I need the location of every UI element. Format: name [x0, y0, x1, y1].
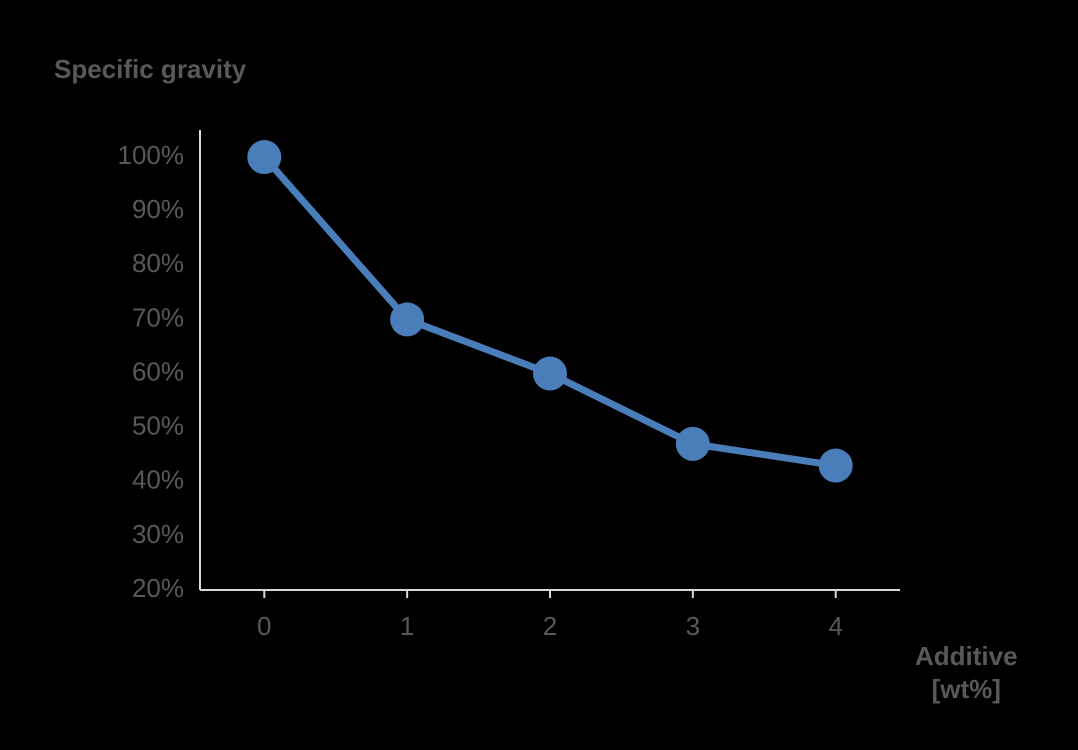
y-tick-label: 30%	[132, 519, 184, 549]
y-tick-label: 60%	[132, 356, 184, 386]
y-axis-title: Specific gravity	[54, 54, 246, 85]
y-tick-label: 90%	[132, 194, 184, 224]
x-tick-label: 1	[400, 611, 414, 641]
x-tick-label: 0	[257, 611, 271, 641]
y-tick-label: 40%	[132, 465, 184, 495]
x-tick-label: 3	[686, 611, 700, 641]
data-point-marker	[247, 140, 281, 174]
y-tick-label: 100%	[118, 140, 185, 170]
series-line	[264, 157, 835, 465]
data-point-marker	[533, 357, 567, 391]
y-tick-label: 80%	[132, 248, 184, 278]
data-point-marker	[390, 302, 424, 336]
y-tick-label: 20%	[132, 573, 184, 603]
x-axis-title: Additive [wt%]	[915, 640, 1018, 705]
x-tick-label: 2	[543, 611, 557, 641]
x-tick-label: 4	[828, 611, 842, 641]
data-point-marker	[819, 449, 853, 483]
y-tick-label: 50%	[132, 411, 184, 441]
y-tick-label: 70%	[132, 302, 184, 332]
chart-svg: 20% 30% 40% 50% 60% 70% 80% 90% 100% 0 1 2 3 4	[0, 0, 1078, 750]
data-point-marker	[676, 427, 710, 461]
chart-container: Specific gravity Additive [wt%] 20%30%40…	[0, 0, 1078, 750]
